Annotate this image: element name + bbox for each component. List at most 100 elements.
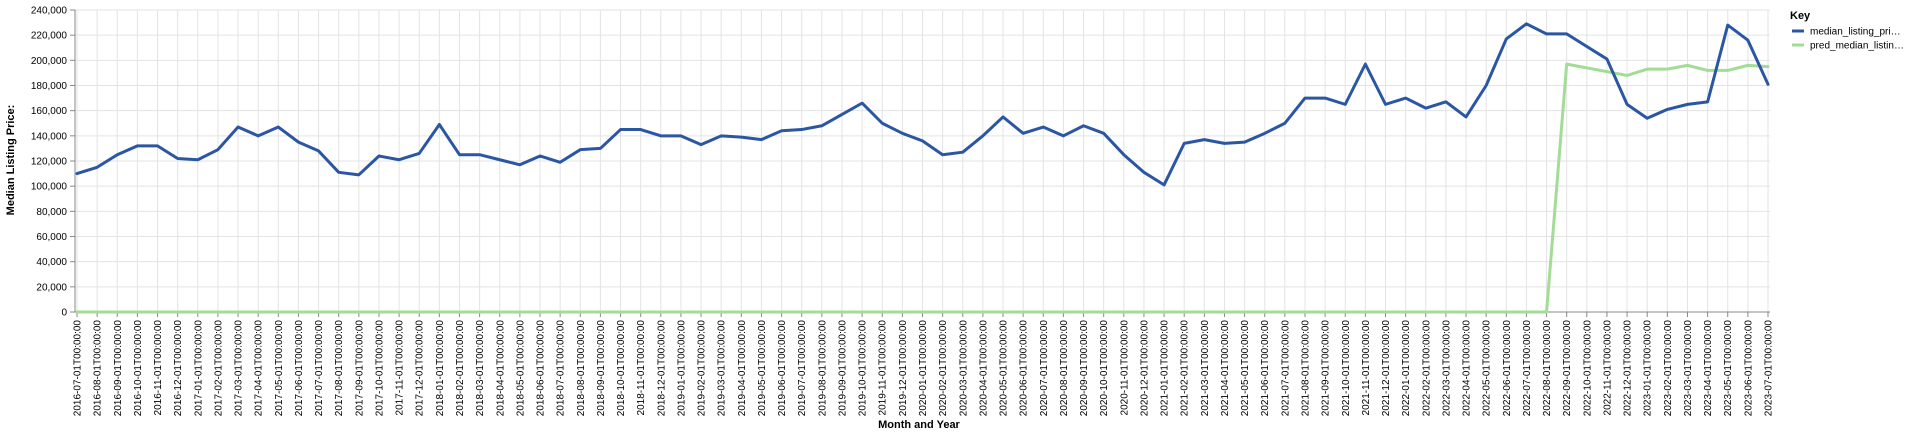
x-tick-label: 2023-02-01T00:00:00 — [1663, 320, 1674, 417]
x-tick-label: 2021-08-01T00:00:00 — [1300, 320, 1311, 417]
y-tick-label: 60,000 — [36, 232, 67, 243]
x-tick-label: 2018-09-01T00:00:00 — [596, 320, 607, 417]
x-tick-label: 2017-01-01T00:00:00 — [193, 320, 204, 417]
y-tick-label: 140,000 — [31, 131, 68, 142]
legend-label: median_listing_pri… — [1810, 27, 1901, 38]
legend-items: median_listing_pri… pred_median_listin… — [1792, 27, 1904, 52]
x-tick-label: 2018-02-01T00:00:00 — [455, 320, 466, 417]
x-tick-label: 2021-10-01T00:00:00 — [1341, 320, 1352, 417]
x-tick-label: 2022-04-01T00:00:00 — [1462, 320, 1473, 417]
x-tick-label: 2020-08-01T00:00:00 — [1059, 320, 1070, 417]
y-tick-label: 40,000 — [36, 257, 67, 268]
x-tick-label: 2018-04-01T00:00:00 — [495, 320, 506, 417]
x-tick-label: 2018-01-01T00:00:00 — [435, 320, 446, 417]
x-tick-label: 2020-10-01T00:00:00 — [1099, 320, 1110, 417]
x-tick-label: 2018-07-01T00:00:00 — [556, 320, 567, 417]
x-tick-label: 2023-06-01T00:00:00 — [1743, 320, 1754, 417]
x-tick-label: 2016-12-01T00:00:00 — [173, 320, 184, 417]
x-tick-label: 2019-02-01T00:00:00 — [697, 320, 708, 417]
x-tick-label: 2017-04-01T00:00:00 — [254, 320, 265, 417]
x-tick-label: 2018-10-01T00:00:00 — [616, 320, 627, 417]
x-tick-label: 2017-06-01T00:00:00 — [294, 320, 305, 417]
x-tick-label: 2020-07-01T00:00:00 — [1039, 320, 1050, 417]
x-tick-label: 2019-09-01T00:00:00 — [837, 320, 848, 417]
x-tick-label: 2023-07-01T00:00:00 — [1764, 320, 1775, 417]
x-tick-label: 2018-12-01T00:00:00 — [656, 320, 667, 417]
x-tick-label: 2019-03-01T00:00:00 — [717, 320, 728, 417]
x-tick-label: 2017-02-01T00:00:00 — [213, 320, 224, 417]
x-tick-label: 2021-07-01T00:00:00 — [1280, 320, 1291, 417]
x-tick-label: 2023-04-01T00:00:00 — [1703, 320, 1714, 417]
x-axis-title: Month and Year — [878, 419, 960, 431]
x-tick-label: 2021-05-01T00:00:00 — [1240, 320, 1251, 417]
x-tick-label: 2022-03-01T00:00:00 — [1441, 320, 1452, 417]
x-tick-label: 2017-03-01T00:00:00 — [234, 320, 245, 417]
x-tick-label: 2022-10-01T00:00:00 — [1582, 320, 1593, 417]
y-tick-label: 20,000 — [36, 282, 67, 293]
x-tick-label: 2020-04-01T00:00:00 — [978, 320, 989, 417]
x-tick-label: 2019-06-01T00:00:00 — [777, 320, 788, 417]
y-tick-label: 160,000 — [31, 106, 68, 117]
series-line-median-listing-pri — [75, 22, 1770, 187]
x-axis: 2016-07-01T00:00:00 2016-08-01T00:00:00 20… — [73, 311, 1775, 417]
x-tick-label: 2020-11-01T00:00:00 — [1119, 320, 1130, 416]
legend-label: pred_median_listin… — [1810, 41, 1904, 52]
y-tick-label: 180,000 — [31, 81, 68, 92]
series-lines — [75, 22, 1770, 314]
x-tick-label: 2020-09-01T00:00:00 — [1079, 320, 1090, 417]
x-tick-label: 2020-06-01T00:00:00 — [1019, 320, 1030, 417]
x-tick-label: 2022-08-01T00:00:00 — [1542, 320, 1553, 417]
x-tick-label: 2019-05-01T00:00:00 — [757, 320, 768, 417]
legend: Key median_listing_pri… pred_median_listi… — [1790, 10, 1904, 52]
x-tick-label: 2021-12-01T00:00:00 — [1381, 320, 1392, 417]
y-tick-label: 200,000 — [31, 56, 68, 67]
x-tick-label: 2022-09-01T00:00:00 — [1562, 320, 1573, 417]
y-axis-title: Median Listing Price: — [5, 105, 17, 216]
x-tick-label: 2016-10-01T00:00:00 — [133, 320, 144, 417]
x-tick-label: 2019-11-01T00:00:00 — [878, 320, 889, 416]
series-line-pred-median-listin — [75, 62, 1770, 314]
x-tick-label: 2022-07-01T00:00:00 — [1522, 320, 1533, 417]
x-tick-label: 2018-08-01T00:00:00 — [576, 320, 587, 417]
x-tick-label: 2018-03-01T00:00:00 — [475, 320, 486, 417]
y-tick-label: 120,000 — [31, 157, 68, 168]
x-tick-label: 2019-08-01T00:00:00 — [817, 320, 828, 417]
x-tick-label: 2020-05-01T00:00:00 — [999, 320, 1010, 417]
y-tick-label: 0 — [61, 308, 67, 319]
x-tick-label: 2023-01-01T00:00:00 — [1643, 320, 1654, 417]
x-tick-label: 2022-12-01T00:00:00 — [1623, 320, 1634, 417]
x-tick-label: 2017-11-01T00:00:00 — [395, 320, 406, 416]
x-tick-label: 2017-09-01T00:00:00 — [354, 320, 365, 417]
x-tick-label: 2021-11-01T00:00:00 — [1361, 320, 1372, 416]
x-tick-label: 2017-12-01T00:00:00 — [415, 320, 426, 417]
x-tick-label: 2022-11-01T00:00:00 — [1602, 320, 1613, 416]
x-tick-label: 2016-11-01T00:00:00 — [153, 320, 164, 416]
x-tick-label: 2022-05-01T00:00:00 — [1482, 320, 1493, 417]
y-tick-label: 240,000 — [31, 6, 68, 17]
y-axis: 0 20,000 40,000 60,000 80,000 100,000 120,000 1… — [31, 6, 76, 319]
x-tick-label: 2016-09-01T00:00:00 — [113, 320, 124, 417]
x-tick-label: 2021-03-01T00:00:00 — [1200, 320, 1211, 417]
x-tick-label: 2021-09-01T00:00:00 — [1321, 320, 1332, 417]
x-tick-label: 2021-04-01T00:00:00 — [1220, 320, 1231, 417]
x-tick-label: 2017-05-01T00:00:00 — [274, 320, 285, 417]
x-tick-label: 2019-01-01T00:00:00 — [676, 320, 687, 417]
x-tick-label: 2020-01-01T00:00:00 — [918, 320, 929, 417]
x-tick-label: 2022-02-01T00:00:00 — [1421, 320, 1432, 417]
y-tick-label: 100,000 — [31, 182, 68, 193]
x-tick-label: 2019-04-01T00:00:00 — [737, 320, 748, 417]
x-tick-label: 2019-12-01T00:00:00 — [898, 320, 909, 417]
x-tick-label: 2023-05-01T00:00:00 — [1723, 320, 1734, 417]
x-tick-label: 2016-07-01T00:00:00 — [73, 320, 84, 417]
y-tick-label: 80,000 — [36, 207, 67, 218]
gridlines — [75, 9, 1770, 313]
x-tick-label: 2018-05-01T00:00:00 — [515, 320, 526, 417]
x-tick-label: 2019-07-01T00:00:00 — [797, 320, 808, 417]
legend-title: Key — [1790, 10, 1811, 22]
x-tick-label: 2017-10-01T00:00:00 — [374, 320, 385, 417]
x-tick-label: 2021-02-01T00:00:00 — [1180, 320, 1191, 417]
x-tick-label: 2019-10-01T00:00:00 — [858, 320, 869, 417]
x-tick-label: 2021-06-01T00:00:00 — [1260, 320, 1271, 417]
x-tick-label: 2020-12-01T00:00:00 — [1139, 320, 1150, 417]
